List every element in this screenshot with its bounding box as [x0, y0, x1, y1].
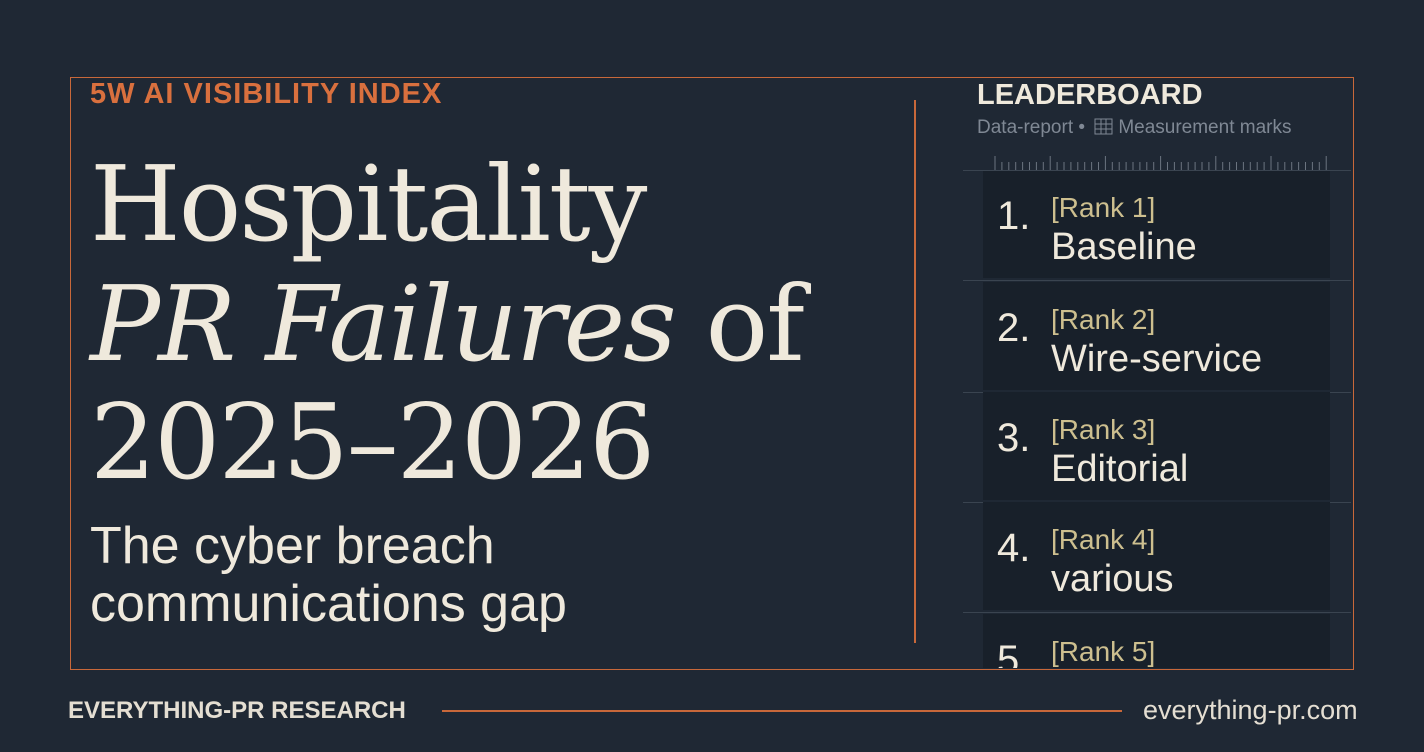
item-label: Editorial [1051, 448, 1189, 490]
item-separator [963, 170, 1351, 171]
item-number: 5. [997, 638, 1031, 668]
meta-right: Measurement marks [1118, 117, 1292, 138]
title-line: PR Failures of [90, 272, 805, 376]
item-label: Wire-service [1051, 338, 1263, 380]
subtitle-line: communications gap [90, 575, 567, 633]
item-number: 1. [997, 194, 1031, 238]
item-rank: [Rank 5] [1051, 636, 1156, 667]
title-line: 2025–2026 [90, 381, 655, 503]
frame [70, 77, 1354, 670]
title-rest: of [705, 263, 805, 385]
item-number: 4. [997, 526, 1031, 570]
leaderboard-item: 4. [Rank 4] various [983, 502, 1330, 610]
item-label: various [1051, 558, 1174, 600]
footer-rule [442, 710, 1122, 712]
item-number: 2. [997, 306, 1031, 350]
meta-left: Data-report • [977, 117, 1086, 138]
item-rank: [Rank 4] [1051, 524, 1156, 555]
leaderboard-heading: LEADERBOARD [977, 79, 1203, 111]
leaderboard-meta: Data-report • Measurement marks [977, 117, 1291, 139]
leaderboard-item: 3. [Rank 3] Editorial [983, 392, 1330, 500]
divider [914, 100, 916, 643]
item-rank: [Rank 3] [1051, 414, 1156, 445]
footer-left: EVERYTHING-PR RESEARCH [68, 697, 406, 724]
leaderboard-item: 5. [Rank 5] [983, 614, 1330, 668]
footer-right: everything-pr.com [1143, 695, 1358, 725]
subtitle-line: The cyber breach [90, 517, 495, 575]
item-rank: [Rank 1] [1051, 192, 1156, 223]
ruler [994, 156, 1327, 170]
item-separator [963, 280, 1351, 281]
grid-icon [1094, 118, 1113, 135]
item-number: 3. [997, 416, 1031, 460]
leaderboard-item: 2. [Rank 2] Wire-service [983, 282, 1330, 390]
title-line: Hospitality [90, 143, 647, 265]
item-rank: [Rank 2] [1051, 304, 1156, 335]
item-label: Baseline [1051, 226, 1197, 268]
kicker: 5W AI VISIBILITY INDEX [90, 78, 443, 110]
leaderboard-item: 1. [Rank 1] Baseline [983, 170, 1330, 278]
item-separator [963, 612, 1351, 613]
leaderboard-list: 1. [Rank 1] Baseline 2. [Rank 2] Wire-service… [963, 170, 1351, 668]
title-italic: PR Failures [90, 263, 677, 385]
